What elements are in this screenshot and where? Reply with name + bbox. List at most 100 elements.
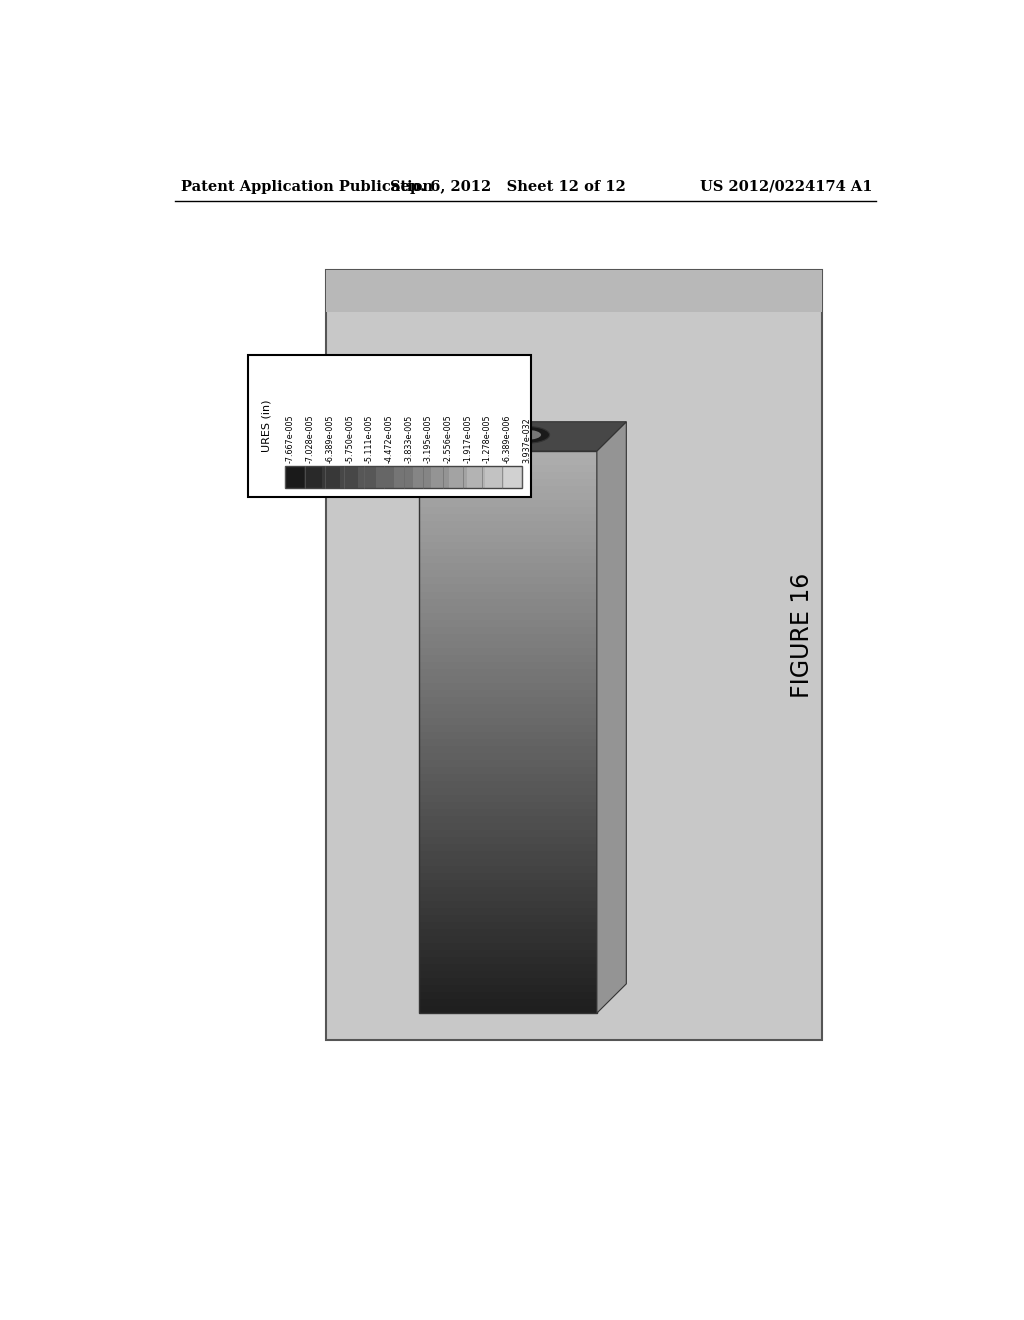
Bar [419, 521, 597, 528]
Bar [419, 936, 597, 942]
Bar [419, 894, 597, 900]
Ellipse shape [503, 426, 550, 444]
Polygon shape [419, 422, 627, 451]
Bar [419, 809, 597, 816]
Bar [419, 907, 597, 915]
Bar [419, 991, 597, 999]
Bar [419, 964, 597, 972]
Bar [419, 928, 597, 936]
Bar [419, 450, 597, 458]
Text: URES (in): URES (in) [262, 400, 271, 453]
Bar [248, 355, 531, 498]
Bar [394, 466, 413, 488]
Bar [419, 507, 597, 515]
Bar [419, 739, 597, 746]
Bar [419, 655, 597, 661]
Bar [419, 999, 597, 1006]
Bar [419, 564, 597, 570]
Bar [326, 271, 821, 313]
Bar [419, 865, 597, 873]
Bar [419, 718, 597, 725]
Bar [358, 466, 377, 488]
Bar [419, 921, 597, 929]
Bar [419, 760, 597, 767]
Bar [419, 647, 597, 655]
Text: 3.937e-032: 3.937e-032 [522, 417, 531, 462]
Bar [419, 985, 597, 993]
Bar [419, 605, 597, 612]
Bar [419, 535, 597, 543]
Bar [419, 970, 597, 978]
Bar [419, 591, 597, 598]
Bar [419, 689, 597, 697]
Bar [419, 915, 597, 921]
Bar [419, 549, 597, 557]
Bar [419, 451, 597, 1014]
Bar [504, 466, 522, 488]
Text: -5.750e-005: -5.750e-005 [345, 413, 354, 462]
Bar [419, 465, 597, 473]
Bar [431, 466, 450, 488]
Bar [286, 466, 304, 488]
Bar [419, 479, 597, 486]
Bar [419, 661, 597, 669]
Text: -5.111e-005: -5.111e-005 [365, 414, 374, 462]
Bar [419, 879, 597, 887]
Text: -4.472e-005: -4.472e-005 [385, 414, 393, 462]
Bar [419, 1006, 597, 1014]
Text: Patent Application Publication: Patent Application Publication [180, 180, 433, 194]
Bar [419, 803, 597, 809]
Bar [419, 543, 597, 549]
Bar [419, 886, 597, 894]
Bar [419, 949, 597, 957]
Bar [419, 873, 597, 879]
Bar [419, 851, 597, 858]
Bar [419, 858, 597, 866]
Text: -2.556e-005: -2.556e-005 [443, 413, 453, 462]
Bar [419, 843, 597, 851]
Text: Sep. 6, 2012   Sheet 12 of 12: Sep. 6, 2012 Sheet 12 of 12 [390, 180, 626, 194]
Bar [376, 466, 395, 488]
Bar [419, 697, 597, 704]
Text: -3.195e-005: -3.195e-005 [424, 414, 433, 462]
Text: -1.278e-005: -1.278e-005 [483, 414, 493, 462]
Bar [326, 271, 821, 1040]
Bar [419, 570, 597, 577]
Bar [419, 816, 597, 824]
Bar [419, 957, 597, 964]
Bar [322, 466, 340, 488]
Bar [419, 676, 597, 682]
Bar [419, 598, 597, 606]
Bar [413, 466, 431, 488]
Bar [419, 471, 597, 479]
Bar [419, 710, 597, 718]
Bar [419, 788, 597, 795]
Bar [419, 942, 597, 950]
Bar [419, 704, 597, 711]
Bar [419, 725, 597, 733]
Bar [419, 492, 597, 500]
Bar [419, 500, 597, 507]
Bar [303, 466, 323, 488]
Bar [419, 682, 597, 690]
Polygon shape [597, 422, 627, 1014]
Bar [419, 978, 597, 985]
Text: -7.028e-005: -7.028e-005 [306, 414, 314, 462]
Bar [419, 830, 597, 837]
Bar [419, 900, 597, 908]
Bar [467, 466, 485, 488]
Text: FIGURE 16: FIGURE 16 [791, 573, 814, 698]
Bar [419, 640, 597, 648]
Bar [286, 466, 521, 488]
Bar [485, 466, 504, 488]
Text: -3.833e-005: -3.833e-005 [404, 414, 414, 462]
Bar [419, 731, 597, 739]
Bar [419, 619, 597, 627]
Bar [419, 752, 597, 760]
Text: -6.389e-006: -6.389e-006 [503, 414, 512, 462]
Bar [419, 781, 597, 788]
Bar [419, 528, 597, 536]
Bar [419, 585, 597, 591]
Text: US 2012/0224174 A1: US 2012/0224174 A1 [699, 180, 872, 194]
Bar [419, 837, 597, 845]
